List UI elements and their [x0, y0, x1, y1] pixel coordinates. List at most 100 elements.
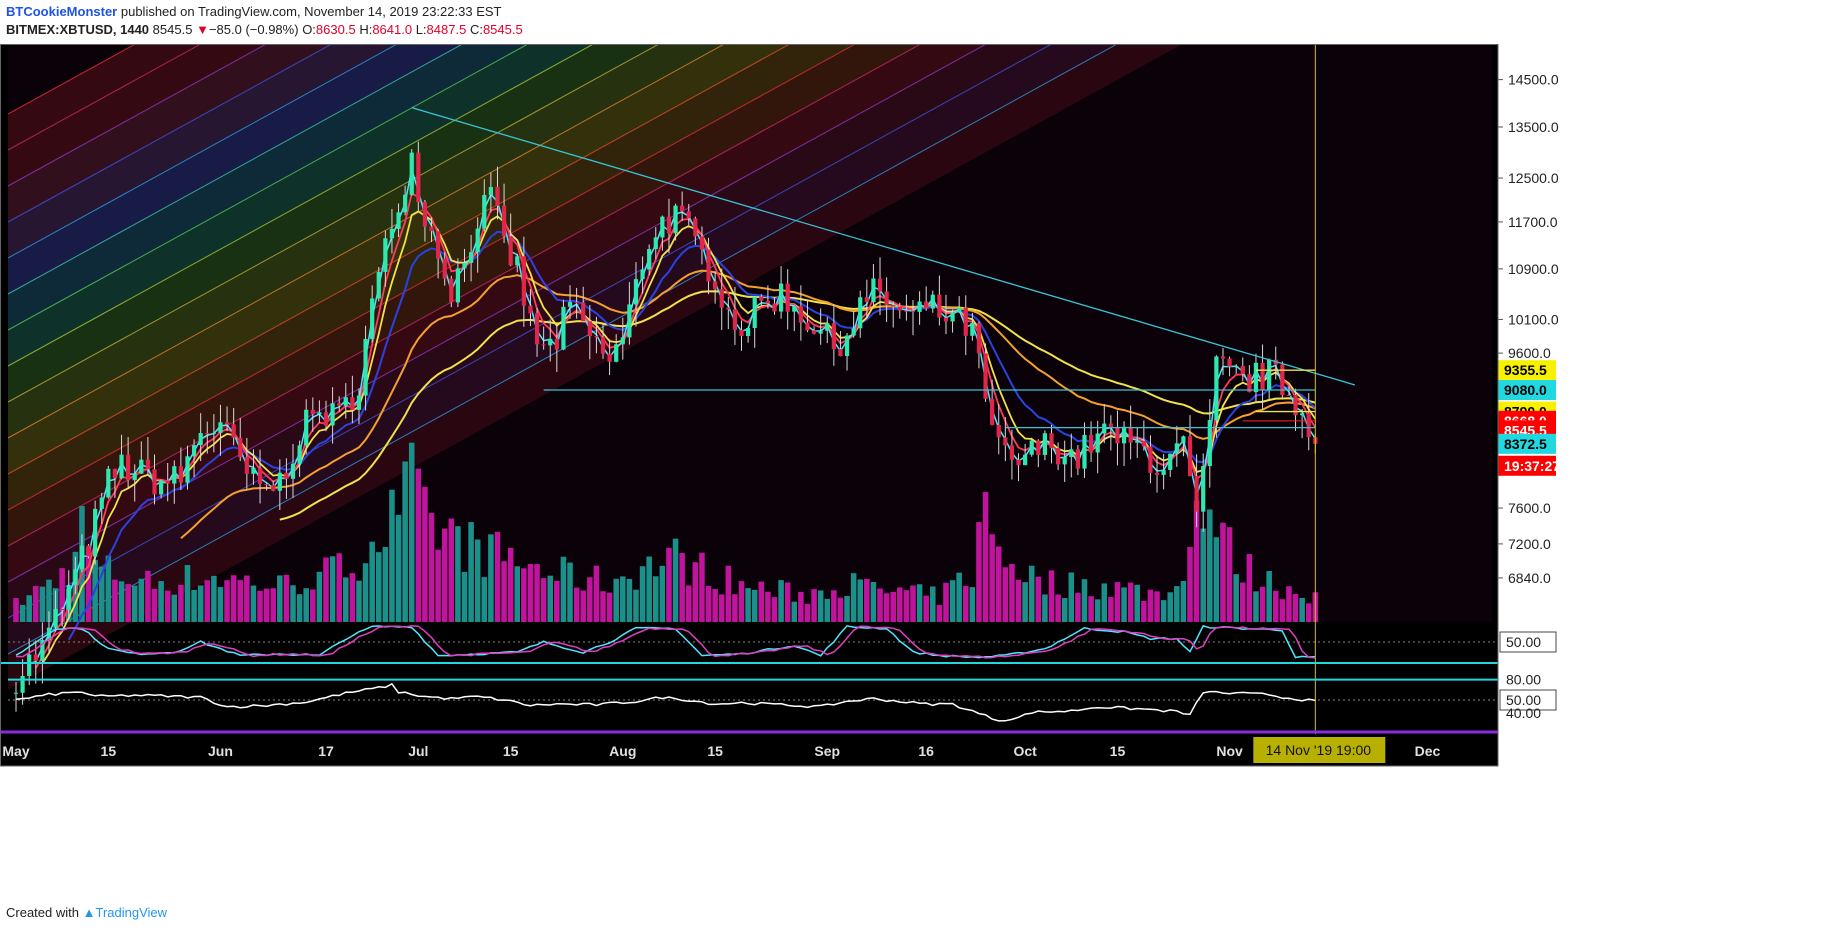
- candle-body: [871, 278, 876, 303]
- volume-bar: [13, 598, 19, 622]
- candle-body: [198, 433, 203, 446]
- tradingview-brand[interactable]: TradingView: [95, 905, 168, 920]
- candle-body: [1247, 374, 1252, 393]
- candle-body: [1240, 365, 1245, 375]
- price-tick-label: 7200.0: [1508, 536, 1551, 552]
- candle-body: [653, 237, 658, 250]
- volume-bar: [1246, 554, 1253, 622]
- candle-body: [238, 437, 243, 458]
- candle-body: [389, 228, 395, 239]
- volume-bar: [521, 568, 527, 622]
- symbol-label: BITMEX:XBTUSD, 1440: [6, 22, 150, 37]
- volume-bar: [930, 586, 936, 622]
- volume-bar: [468, 522, 474, 622]
- osc-level-box: [1499, 631, 1557, 653]
- volume-bar: [771, 597, 778, 622]
- volume-bar: [151, 588, 158, 622]
- candle-body: [383, 238, 388, 272]
- volume-bar: [19, 604, 26, 622]
- candle-body: [40, 640, 45, 661]
- candle-body: [1207, 420, 1212, 467]
- volume-bar: [277, 575, 283, 622]
- candle-body: [818, 330, 823, 334]
- candle-body: [33, 654, 38, 661]
- time-tick-label: 17: [318, 743, 334, 759]
- candle-body: [1062, 457, 1067, 465]
- candle-body: [904, 310, 909, 312]
- volume-bar: [125, 584, 131, 622]
- volume-bar: [732, 594, 738, 622]
- volume-bar: [1127, 582, 1134, 622]
- ema-fast-line: [29, 168, 1316, 665]
- volume-bar: [217, 587, 224, 622]
- volume-bar: [679, 553, 685, 622]
- volume-bar: [554, 580, 560, 622]
- candle-body: [224, 422, 230, 425]
- candle-body: [468, 252, 474, 263]
- candle-body: [831, 323, 836, 350]
- volume-bar: [85, 547, 92, 622]
- rsi-level-label: 40.00: [1506, 705, 1541, 721]
- volume-bar: [105, 555, 112, 622]
- candle-body: [244, 457, 249, 474]
- candle-body: [640, 269, 645, 280]
- candle-body: [1029, 440, 1034, 455]
- candle-body: [633, 279, 639, 305]
- candle-body: [297, 445, 302, 464]
- candle-body: [666, 216, 672, 234]
- open-value: 8630.5: [315, 22, 356, 37]
- candle-body: [343, 397, 348, 406]
- candle-body: [990, 398, 995, 425]
- volume-bar: [976, 522, 982, 622]
- candle-body: [145, 459, 151, 470]
- candle-body: [396, 212, 401, 229]
- candle-body: [884, 291, 889, 306]
- volume-bar: [1101, 583, 1108, 622]
- candle-body: [765, 300, 771, 304]
- volume-bar: [995, 546, 1002, 622]
- candle-body: [581, 302, 586, 322]
- candle-body: [1148, 446, 1153, 473]
- crosshair-date-box: [1253, 737, 1386, 763]
- volume-bar: [817, 590, 824, 622]
- volume-bar: [283, 574, 290, 622]
- volume-bar: [962, 585, 969, 622]
- volume-bar: [1299, 597, 1305, 622]
- candle-body: [429, 226, 434, 232]
- volume-bar: [270, 588, 276, 622]
- volume-bar: [1094, 599, 1101, 622]
- price-labels: 9355.59080.08790.08668.08545.519:37:2783…: [1498, 360, 1560, 476]
- price-chart[interactable]: 14500.0 13500.0 12500.0 11700.0 10900.0 10100…: [0, 44, 1828, 902]
- volume-bar: [798, 591, 804, 622]
- volume-bar: [1193, 500, 1200, 622]
- volume-bar: [33, 585, 39, 622]
- candle-body: [356, 395, 362, 410]
- candle-body: [1016, 459, 1021, 466]
- candle-body: [416, 152, 421, 203]
- volume-bar: [765, 591, 771, 622]
- volume-bar: [1286, 586, 1292, 622]
- volume-bar: [375, 552, 382, 622]
- time-tick-label: Nov: [1216, 743, 1243, 759]
- low-value: 8487.5: [426, 22, 467, 37]
- candle-body: [858, 297, 863, 329]
- time-tick-label: 15: [1110, 743, 1126, 759]
- candle-body: [126, 454, 131, 481]
- candle-body: [508, 236, 513, 266]
- ohlc-legend: BITMEX:XBTUSD, 1440 8545.5 ▼−85.0 (−0.98…: [6, 22, 523, 37]
- volume-bar: [652, 576, 659, 622]
- candle-body: [825, 323, 830, 331]
- candle-body: [53, 608, 58, 628]
- time-tick-label: 15: [503, 743, 519, 759]
- volume-bar: [1266, 571, 1272, 622]
- candle-body: [772, 303, 777, 312]
- volume-bar: [910, 585, 916, 622]
- author-link[interactable]: BTCookieMonster: [6, 4, 118, 19]
- channel-band: [8, 44, 1183, 690]
- candle-body: [963, 307, 968, 336]
- tradingview-logo-icon: ▲: [82, 905, 96, 920]
- channel-line: [7, 44, 595, 367]
- price-label-text: 8372.5: [1504, 436, 1547, 452]
- volume-bar: [59, 568, 65, 622]
- candle-body: [1253, 362, 1259, 393]
